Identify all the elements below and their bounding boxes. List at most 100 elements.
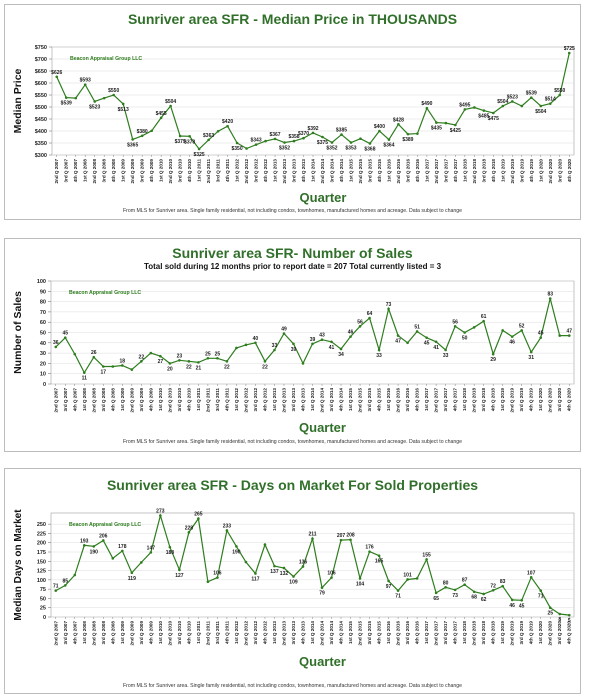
data-point <box>130 368 134 371</box>
x-tick-label: 3rd Q 2020 <box>557 621 562 645</box>
x-tick-label: 2nd Q 2008 <box>91 621 96 646</box>
number-of-sales-panel: Sunriver area SFR- Number of Sales Total… <box>4 238 581 452</box>
data-point <box>73 573 77 577</box>
y-tick-label: $650 <box>35 69 47 75</box>
data-point <box>102 96 106 100</box>
data-point <box>539 589 543 592</box>
x-tick-label: 2nd Q 2016 <box>396 159 401 184</box>
x-tick-label: 3rd Q 2007 <box>63 388 68 412</box>
x-axis-label: Quarter <box>300 190 347 205</box>
data-point <box>330 576 333 579</box>
data-label: $539 <box>61 101 72 107</box>
data-point <box>311 537 314 540</box>
data-point <box>520 598 523 602</box>
x-tick-label: 3rd Q 2009 <box>140 159 145 183</box>
data-point <box>63 584 67 587</box>
x-tick-label: 1st Q 2009 <box>121 159 126 182</box>
data-point <box>548 606 552 610</box>
x-tick-label: 4th Q 2011 <box>224 621 229 644</box>
data-point <box>92 355 96 359</box>
x-tick-label: 2nd Q 2011 <box>205 388 210 413</box>
data-point <box>520 329 523 332</box>
data-label: 155 <box>422 552 431 558</box>
x-tick-label: 3rd Q 2010 <box>178 159 183 183</box>
data-label: 51 <box>414 324 420 330</box>
data-label: 49 <box>281 327 287 333</box>
x-tick-label: 4th Q 2014 <box>339 388 344 412</box>
x-tick-label: 1st Q 2011 <box>196 388 201 411</box>
x-tick-label: 3rd Q 2015 <box>367 388 372 412</box>
x-tick-label: 4th Q 2016 <box>415 621 420 645</box>
data-point <box>54 589 58 592</box>
x-tick-label: 4th Q 2018 <box>491 388 496 412</box>
data-point <box>121 102 125 106</box>
x-tick-label: 1st Q 2020 <box>538 621 543 644</box>
data-label: 33 <box>443 353 449 359</box>
chart-title: Sunriver area SFR- Number of Sales <box>172 245 413 261</box>
data-point <box>539 104 543 108</box>
y-tick-label: 25 <box>40 606 46 612</box>
data-point <box>349 141 353 144</box>
x-tick-label: 1st Q 2019 <box>500 388 505 411</box>
x-tick-label: 4th Q 2016 <box>415 159 420 183</box>
data-point <box>283 141 286 144</box>
x-tick-label: 4th Q 2018 <box>491 159 496 183</box>
data-label: $385 <box>336 128 347 134</box>
data-point <box>225 360 229 363</box>
data-point <box>149 351 153 355</box>
data-point <box>254 341 257 345</box>
data-point <box>254 143 258 146</box>
x-tick-label: 2nd Q 2013 <box>281 388 286 413</box>
data-label: 206 <box>99 533 108 539</box>
x-tick-label: 1st Q 2008 <box>82 388 87 411</box>
data-point <box>168 362 172 365</box>
y-tick-label: 175 <box>37 550 46 556</box>
x-tick-label: 2nd Q 2017 <box>434 388 439 413</box>
data-point <box>131 138 134 141</box>
data-point <box>82 371 86 374</box>
data-label: 71 <box>53 584 59 590</box>
data-label: 147 <box>147 545 156 551</box>
data-point <box>282 566 286 570</box>
x-tick-label: 4th Q 2008 <box>110 621 115 645</box>
data-point <box>235 346 238 350</box>
x-tick-label: 2nd Q 2007 <box>53 621 58 646</box>
x-tick-label: 1st Q 2018 <box>462 621 467 644</box>
data-point <box>425 558 428 561</box>
data-label: 136 <box>299 559 308 565</box>
x-tick-label: 1st Q 2014 <box>310 388 315 411</box>
x-tick-label: 3rd Q 2012 <box>253 621 258 645</box>
data-point <box>511 100 514 103</box>
x-tick-label: 3rd Q 2009 <box>139 621 144 645</box>
x-tick-label: 4th Q 2018 <box>491 621 496 645</box>
data-label: 56 <box>357 319 363 325</box>
y-tick-label: $700 <box>35 57 47 63</box>
data-label: 87 <box>462 578 468 584</box>
x-tick-label: 1st Q 2008 <box>82 621 87 644</box>
data-label: 73 <box>386 302 392 308</box>
x-tick-label: 2nd Q 2019 <box>510 388 515 413</box>
data-label: 5 <box>568 618 571 624</box>
x-tick-label: 2nd Q 2010 <box>167 621 172 646</box>
data-label: $375 <box>317 140 328 146</box>
data-label: 39 <box>291 347 297 353</box>
data-point <box>169 104 172 108</box>
data-label: 18 <box>120 358 126 364</box>
x-tick-label: 1st Q 2014 <box>311 159 316 182</box>
x-tick-label: 2nd Q 2017 <box>434 159 439 184</box>
x-tick-label: 2nd Q 2020 <box>548 621 553 646</box>
data-point <box>529 96 533 99</box>
data-point <box>178 359 181 362</box>
data-point <box>197 517 200 520</box>
data-label: 46 <box>348 330 354 336</box>
data-label: $367 <box>269 132 280 138</box>
data-label: $504 <box>497 99 508 105</box>
data-label: 47 <box>566 329 572 335</box>
data-label: 52 <box>519 323 525 329</box>
x-tick-label: 1st Q 2015 <box>348 621 353 644</box>
x-tick-label: 4th Q 2007 <box>72 621 77 645</box>
x-tick-label: 4th Q 2015 <box>377 388 382 412</box>
data-point <box>273 137 277 141</box>
x-tick-label: 2nd Q 2011 <box>206 159 211 184</box>
data-point <box>150 129 153 133</box>
